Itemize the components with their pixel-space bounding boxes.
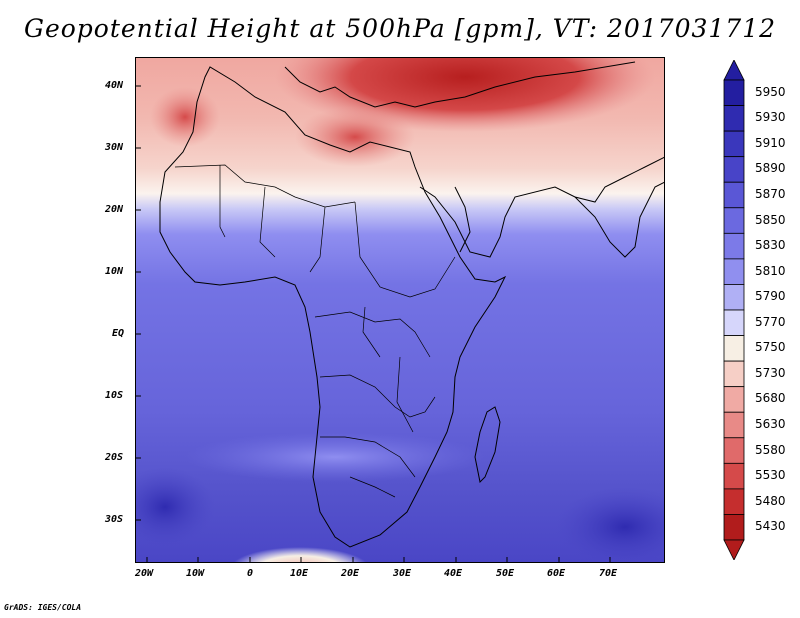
credit-text: GrADS: IGES/COLA: [4, 603, 82, 612]
colorbar-swatch: [723, 462, 745, 490]
lon-label-70e: 70E: [599, 568, 618, 579]
atlantic-low: [150, 87, 220, 147]
border-6: [320, 436, 416, 498]
lon-label-0: 0: [247, 568, 254, 579]
indian-ocean-high: [555, 487, 665, 563]
lat-label-10s: 10S: [105, 390, 124, 401]
red-sea-coast: [454, 186, 471, 253]
colorbar-level-label: 5890: [755, 161, 786, 176]
colorbar-swatch: [723, 232, 745, 260]
border-3: [354, 201, 456, 298]
colorbar: [723, 60, 745, 560]
colorbar-level-label: 5950: [755, 84, 786, 99]
colorbar-swatch: [723, 258, 745, 285]
colorbar-level-label: 5480: [755, 493, 786, 508]
map-plot: [135, 57, 665, 563]
colorbar-level-label: 5630: [755, 417, 786, 431]
lat-label-eq: EQ: [112, 328, 125, 339]
lon-label-40e: 40E: [444, 568, 463, 579]
axis-ticks: [135, 85, 611, 563]
colorbar-level-label: 5730: [755, 365, 786, 380]
lon-label-20e: 20E: [341, 568, 360, 579]
colorbar-level-label: 5870: [755, 187, 786, 201]
lon-label-10w: 10W: [186, 568, 205, 579]
colorbar-swatch: [723, 386, 745, 413]
colorbar-swatch: [723, 181, 745, 209]
lon-label-50e: 50E: [496, 568, 515, 579]
lon-label-60e: 60E: [547, 568, 566, 579]
coastlines: [159, 61, 665, 548]
colorbar-swatch: [723, 284, 745, 311]
lat-label-20n: 20N: [105, 204, 124, 215]
lat-label-30s: 30S: [105, 514, 124, 525]
lon-label-30e: 30E: [393, 568, 412, 579]
border-4: [314, 311, 431, 358]
colorbar-top-arrow: [723, 60, 745, 81]
lon-label-10e: 10E: [290, 568, 309, 579]
cutoff-low: [295, 107, 415, 167]
colorbar-swatch: [723, 514, 745, 541]
arabia-coast: [419, 156, 665, 258]
lat-label-10n: 10N: [105, 266, 124, 277]
africa-coast: [159, 66, 507, 548]
europe-coast: [284, 61, 636, 108]
colorbar-swatch: [723, 105, 745, 132]
lat-label-20s: 20S: [105, 452, 124, 463]
border-7: [362, 306, 414, 433]
light-band: [185, 432, 485, 482]
colorbar-swatch: [723, 207, 745, 234]
colorbar-swatch: [723, 130, 745, 158]
lat-label-40n: 40N: [105, 80, 124, 91]
southern-trough: [232, 547, 368, 563]
colorbar-level-label: 5770: [755, 314, 786, 329]
colorbar-level-label: 5790: [755, 289, 786, 304]
colorbar-swatch: [723, 335, 745, 362]
colorbar-level-label: 5750: [755, 340, 786, 355]
colorbar-level-label: 5680: [755, 391, 786, 406]
border-5: [319, 374, 436, 418]
borders: [174, 164, 456, 498]
lat-label-30n: 30N: [105, 142, 124, 153]
colorbar-level-label: 5530: [755, 468, 786, 483]
colorbar-level-label: 5830: [755, 238, 786, 253]
colorbar-bottom-arrow: [723, 539, 745, 560]
colorbar-level-label: 5430: [755, 519, 786, 534]
india-coast: [574, 181, 665, 258]
madagascar-coast: [474, 406, 501, 484]
border-2: [219, 165, 326, 273]
colorbar-level-label: 5850: [755, 212, 786, 227]
colorbar-swatch: [723, 156, 745, 183]
colorbar-swatch: [723, 360, 745, 388]
colorbar-level-label: 5910: [755, 135, 786, 150]
lon-label-20w: 20W: [135, 568, 154, 579]
map-title: Geopotential Height at 500hPa [gpm], VT:…: [23, 14, 777, 43]
colorbar-swatch: [723, 488, 745, 515]
atlantic-high: [135, 467, 215, 547]
colorbar-level-label: 5810: [755, 263, 786, 278]
colorbar-swatch: [723, 437, 745, 464]
colorbar-swatch: [723, 411, 745, 439]
colorbar-swatch: [723, 79, 745, 106]
map-frame: [135, 57, 665, 563]
colorbar-level-label: 5930: [755, 110, 786, 125]
colorbar-swatch: [723, 309, 745, 336]
colorbar-level-label: 5580: [755, 442, 786, 457]
